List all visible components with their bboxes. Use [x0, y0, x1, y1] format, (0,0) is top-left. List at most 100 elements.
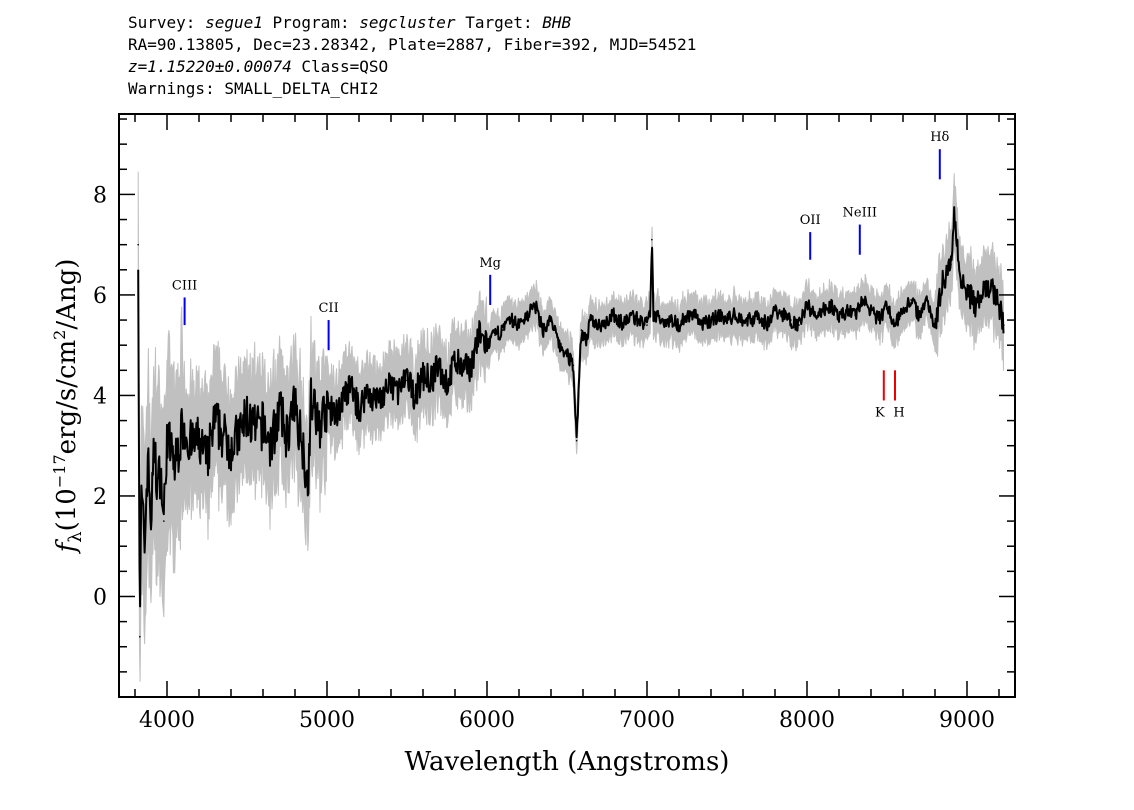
flux-point [326, 404, 328, 407]
flux-point [174, 465, 176, 467]
flux-point [414, 394, 416, 397]
flux-point [782, 314, 784, 316]
flux-point [742, 319, 744, 321]
flux-point [614, 314, 616, 316]
flux-point [366, 389, 368, 392]
x-tick-label: 9000 [939, 708, 995, 733]
flux-point [774, 309, 776, 311]
flux-point [566, 354, 568, 357]
spectral-lines-layer: CIII CII Mg OII NeIII Hδ K H [172, 130, 950, 420]
flux-point [998, 304, 1000, 306]
error-band [137, 171, 1004, 682]
flux-point [974, 304, 976, 306]
flux-point [334, 414, 336, 417]
flux-point [953, 208, 955, 211]
flux-point [942, 279, 944, 281]
flux-layer [137, 206, 1005, 638]
flux-point [318, 424, 320, 427]
line-label: H [893, 405, 904, 420]
line-label: NeIII [843, 206, 877, 221]
plot-frame [118, 113, 1016, 698]
y-axis-title: fλ(10−17erg/s/cm2/Ang) [50, 259, 86, 555]
flux-point [534, 304, 536, 306]
x-tick-label: 8000 [779, 708, 835, 733]
flux-point [670, 319, 672, 321]
flux-point [822, 309, 824, 311]
y-tick-label: 2 [93, 485, 107, 510]
program-value: segcluster [359, 13, 456, 32]
flux-point [575, 439, 578, 442]
x-axis-title: Wavelength (Angstroms) [405, 747, 730, 777]
flux-point [934, 324, 936, 326]
flux-point [710, 319, 712, 321]
survey-value: segue1 [205, 13, 263, 32]
flux-point [830, 304, 832, 306]
flux-point [651, 238, 653, 241]
spectrum-header: Survey: segue1 Program: segcluster Targe… [128, 12, 696, 100]
line-label: CIII [172, 278, 197, 293]
flux-point [766, 324, 768, 326]
x-tick-label: 4000 [139, 708, 195, 733]
flux-point [878, 319, 880, 321]
flux-point [630, 314, 632, 316]
flux-point [163, 520, 165, 522]
flux-point [478, 334, 480, 336]
redshift-value: z=1.15220±0.00074 [128, 57, 292, 76]
line-label: OII [800, 213, 821, 228]
y-axis-exp: −17 [50, 454, 69, 488]
flux-point [406, 379, 408, 382]
flux-point [390, 384, 392, 387]
flux-point [502, 329, 504, 331]
y-tick-label: 4 [93, 384, 107, 409]
axis-ticks: 4000 5000 6000 7000 8000 9000 0 2 4 6 8 [93, 114, 1015, 733]
error-band-layer [137, 171, 1004, 682]
flux-point [486, 344, 488, 346]
flux-point [398, 389, 400, 392]
flux-point [166, 434, 168, 437]
flux-point [734, 314, 736, 316]
flux-point [137, 243, 139, 246]
flux-point [806, 304, 808, 306]
program-label: Program: [272, 13, 350, 32]
flux-line [137, 206, 1005, 608]
flux-point [159, 470, 162, 472]
flux-point [550, 319, 552, 321]
flux-point [958, 269, 960, 271]
flux-point [838, 319, 840, 321]
y-axis-unit-a: (10 [52, 488, 82, 531]
y-axis-exp2: 2 [50, 330, 69, 340]
flux-point [270, 444, 272, 447]
flux-point [694, 314, 696, 316]
target-value: BHB [542, 13, 572, 32]
flux-point [572, 364, 575, 367]
flux-point [982, 294, 984, 296]
flux-point [798, 324, 800, 326]
flux-point [702, 324, 704, 326]
header-line-coords: RA=90.13805, Dec=23.28342, Plate=2887, F… [128, 35, 697, 54]
flux-point [462, 369, 464, 372]
flux-point [342, 399, 344, 402]
flux-point [606, 319, 608, 321]
flux-point [147, 454, 149, 457]
header-line-warnings: Warnings: SMALL_DELTA_CHI2 [128, 79, 379, 98]
flux-point [678, 324, 680, 326]
flux-point [222, 434, 224, 437]
flux-point [254, 429, 256, 432]
flux-point [358, 409, 360, 412]
flux-point [910, 299, 912, 301]
flux-point [966, 289, 968, 291]
flux-point [422, 374, 424, 377]
flux-point [542, 329, 544, 331]
flux-point [926, 299, 928, 301]
line-label: Hδ [930, 130, 949, 145]
flux-point [649, 314, 651, 316]
y-tick-label: 6 [93, 284, 107, 309]
flux-point [153, 444, 155, 447]
x-tick-label: 5000 [299, 708, 355, 733]
y-tick-label: 0 [93, 585, 107, 610]
flux-point [578, 379, 580, 382]
flux-point [580, 329, 583, 331]
flux-point [886, 304, 888, 306]
header-line-survey: Survey: segue1 Program: segcluster Targe… [128, 12, 696, 34]
flux-point [638, 319, 640, 321]
